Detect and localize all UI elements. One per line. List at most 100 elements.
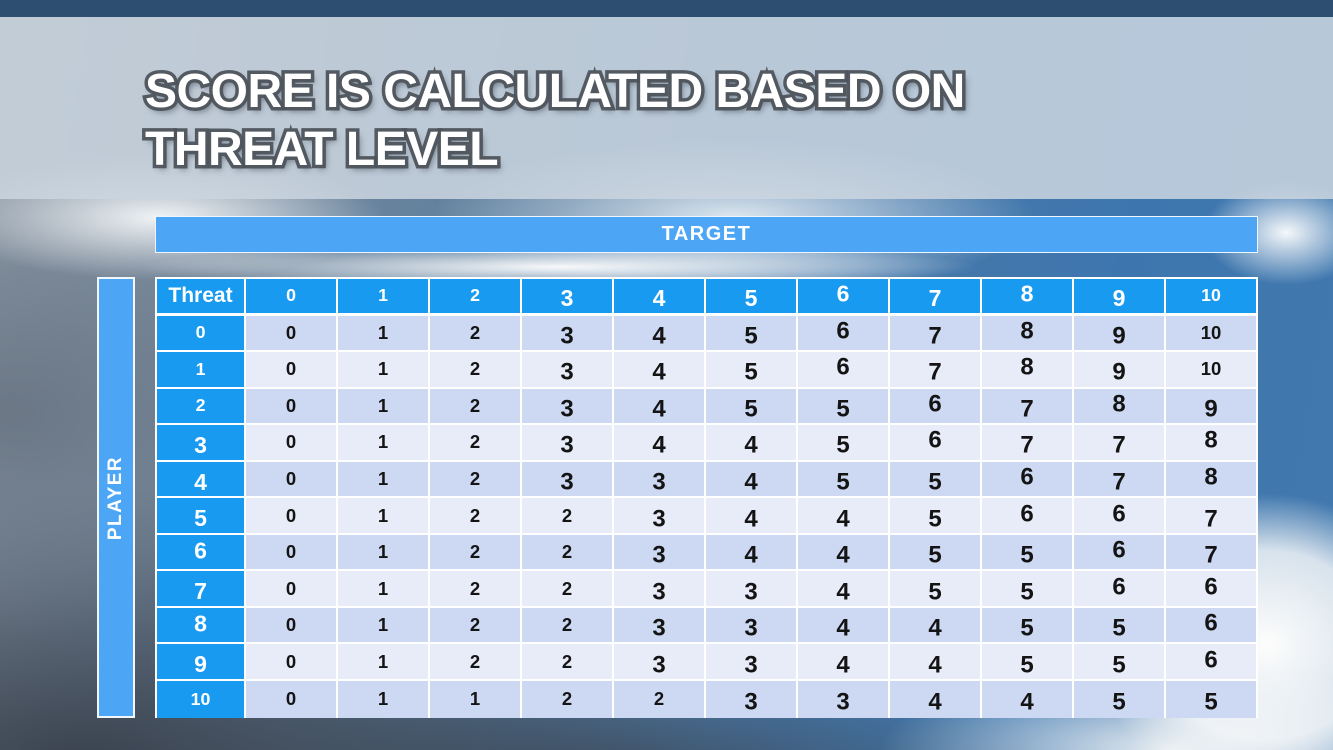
page-title: SCORE IS CALCULATED BASED ON THREAT LEVE… (145, 63, 965, 179)
score-cell: 6 (890, 425, 982, 460)
score-cell: 3 (522, 425, 614, 460)
column-header-8: 8 (982, 279, 1074, 313)
score-cell: 2 (522, 681, 614, 718)
title-band: SCORE IS CALCULATED BASED ON THREAT LEVE… (0, 17, 1333, 199)
score-cell: 3 (614, 498, 706, 533)
row-header-threat-4: 4 (157, 461, 246, 497)
score-cell: 5 (706, 315, 798, 351)
score-cell: 0 (246, 315, 338, 351)
score-cell: 8 (1166, 425, 1256, 460)
score-cell: 2 (430, 315, 522, 351)
score-cell: 5 (890, 498, 982, 533)
score-cell: 2 (522, 571, 614, 606)
target-axis-label-text: TARGET (661, 223, 752, 245)
score-cell: 1 (338, 461, 430, 497)
target-axis-label: TARGET (155, 216, 1258, 253)
score-cell: 0 (246, 388, 338, 424)
score-cell: 6 (798, 315, 890, 351)
score-cell: 8 (982, 352, 1074, 387)
score-cell: 1 (338, 388, 430, 424)
score-cell: 2 (614, 681, 706, 718)
score-cell: 5 (706, 388, 798, 424)
score-cell: 9 (1074, 352, 1166, 387)
score-cell: 3 (522, 315, 614, 351)
score-cell: 7 (982, 425, 1074, 460)
score-cell: 4 (706, 534, 798, 570)
score-cell: 4 (890, 607, 982, 643)
score-cell: 4 (798, 644, 890, 680)
row-header-threat-2: 2 (157, 388, 246, 424)
score-cell: 5 (798, 425, 890, 460)
column-header-1: 1 (338, 279, 430, 313)
score-cell: 1 (338, 571, 430, 606)
score-cell: 5 (1074, 644, 1166, 680)
score-cell: 6 (890, 388, 982, 424)
score-cell: 5 (890, 571, 982, 606)
score-table: Threat 0 1 2 3 4 5 6 7 8 9 1 0 0 0 1 2 3 4 5 6 7 8 9 1 0 1 0 1 2 3 4 5 6 7… (155, 277, 1258, 718)
top-accent-bar (0, 0, 1333, 17)
column-header-5: 5 (706, 279, 798, 313)
score-cell: 0 (246, 644, 338, 680)
score-cell: 6 (1074, 498, 1166, 533)
score-cell: 7 (890, 352, 982, 387)
score-cell: 1 (338, 607, 430, 643)
score-cell: 5 (798, 461, 890, 497)
score-cell: 4 (614, 352, 706, 387)
score-cell: 2 (430, 571, 522, 606)
score-cell: 1 (338, 681, 430, 718)
score-cell: 4 (890, 681, 982, 718)
row-header-threat-6: 6 (157, 534, 246, 570)
score-cell: 2 (430, 425, 522, 460)
player-axis-label-text: PLAYER (105, 455, 126, 540)
score-cell: 4 (706, 498, 798, 533)
score-cell: 5 (706, 352, 798, 387)
score-cell: 7 (1166, 534, 1256, 570)
score-cell: 3 (706, 681, 798, 718)
score-cell: 7 (982, 388, 1074, 424)
corner-header-threat: Threat (157, 279, 246, 313)
score-cell: 6 (982, 461, 1074, 497)
score-cell: 2 (522, 607, 614, 643)
score-cell: 0 (246, 534, 338, 570)
title-line-2: THREAT LEVEL (145, 121, 965, 179)
score-cell: 4 (798, 534, 890, 570)
score-cell: 0 (246, 461, 338, 497)
row-header-threat-9: 9 (157, 644, 246, 680)
score-cell: 2 (430, 461, 522, 497)
score-cell: 1 (338, 352, 430, 387)
column-header-2: 2 (430, 279, 522, 313)
score-cell: 2 (430, 534, 522, 570)
column-header-0: 0 (246, 279, 338, 313)
score-cell: 5 (1166, 681, 1256, 718)
score-cell: 3 (706, 571, 798, 606)
score-cell: 1 (338, 498, 430, 533)
score-cell: 6 (798, 352, 890, 387)
column-header-9: 9 (1074, 279, 1166, 313)
score-cell: 7 (1074, 461, 1166, 497)
score-cell: 4 (798, 571, 890, 606)
row-header-threat-3: 3 (157, 425, 246, 460)
score-cell: 7 (1166, 498, 1256, 533)
score-cell: 4 (890, 644, 982, 680)
score-cell: 5 (890, 461, 982, 497)
score-cell: 9 (1074, 315, 1166, 351)
score-cell: 0 (246, 498, 338, 533)
score-cell: 1 (338, 425, 430, 460)
title-line-1: SCORE IS CALCULATED BASED ON (145, 63, 965, 121)
score-cell: 3 (614, 644, 706, 680)
score-cell: 6 (1074, 571, 1166, 606)
score-cell: 5 (890, 534, 982, 570)
score-cell: 1 (430, 681, 522, 718)
score-cell: 0 (246, 352, 338, 387)
row-header-threat-1: 1 (157, 352, 246, 387)
